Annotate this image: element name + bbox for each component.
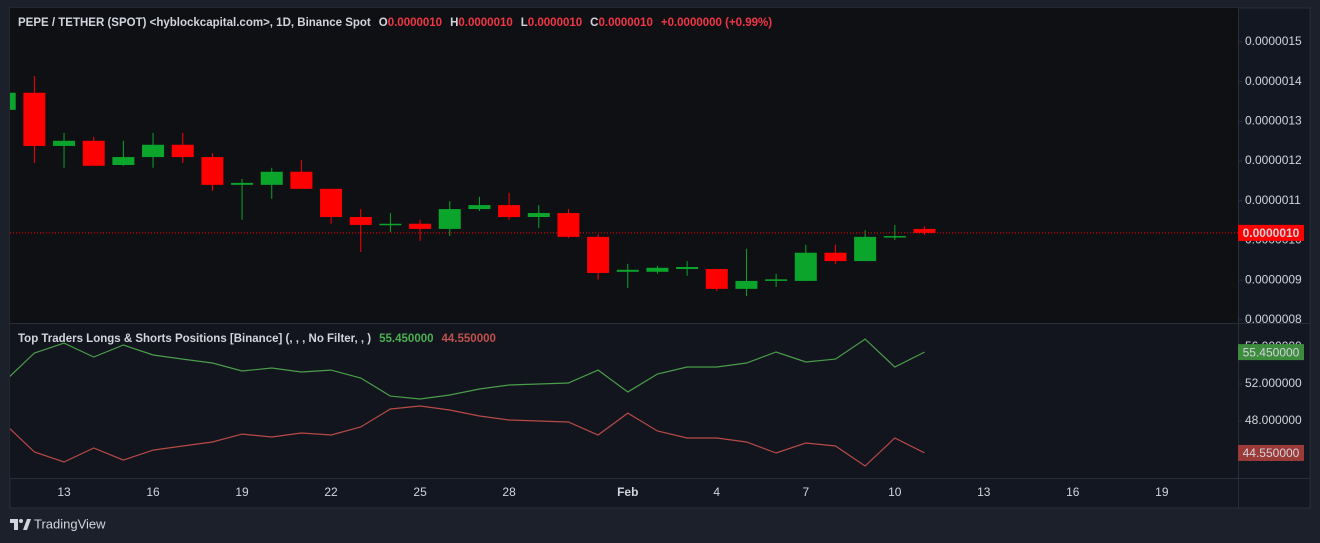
legend-value: 44.550000 bbox=[442, 333, 496, 345]
candle-body bbox=[171, 144, 194, 158]
x-tick-label: 19 bbox=[1155, 485, 1169, 499]
candle-body bbox=[913, 228, 936, 233]
ohlc-key: H bbox=[450, 17, 458, 29]
candle-body bbox=[231, 182, 254, 185]
x-tick-label: 16 bbox=[1066, 485, 1080, 499]
candle-body bbox=[260, 171, 283, 185]
price-tag-label: 0.0000010 bbox=[1243, 226, 1300, 240]
candle-body bbox=[676, 267, 699, 270]
indicator-title: Top Traders Longs & Shorts Positions [Bi… bbox=[18, 333, 371, 345]
y-tick-label: 0.0000009 bbox=[1245, 272, 1302, 286]
ohlc-key: L bbox=[521, 17, 528, 29]
y-tick-label: 0.0000015 bbox=[1245, 34, 1302, 48]
candle-body bbox=[854, 236, 877, 262]
candle-body bbox=[646, 267, 669, 272]
x-tick-label: 13 bbox=[57, 485, 71, 499]
candle-body bbox=[82, 140, 105, 166]
y-tick-label: 0.0000013 bbox=[1245, 114, 1302, 128]
candle-body bbox=[557, 213, 580, 237]
change: +0.0000000 (+0.99%) bbox=[661, 17, 772, 29]
candle-body bbox=[23, 92, 46, 146]
x-tick-label: 22 bbox=[324, 485, 338, 499]
ohlc-value: 0.0000010 bbox=[598, 17, 652, 29]
brand-logo bbox=[10, 519, 31, 530]
candle-body bbox=[498, 205, 521, 218]
logo-part bbox=[10, 519, 18, 530]
candle-body bbox=[201, 157, 224, 185]
candle-body bbox=[765, 279, 788, 281]
x-tick-label: 13 bbox=[977, 485, 991, 499]
y-tick-label: 0.0000014 bbox=[1245, 74, 1302, 88]
axes: 0.0000008 0.0000009 0.0000010 0.0000011 0.00… bbox=[57, 34, 1304, 499]
candle-body bbox=[824, 252, 847, 262]
candle-body bbox=[10, 92, 16, 110]
candle-body bbox=[379, 223, 402, 226]
x-tick-label: 7 bbox=[802, 485, 809, 499]
x-tick-label: 10 bbox=[888, 485, 902, 499]
candle-body bbox=[320, 188, 343, 218]
x-tick-label: 25 bbox=[413, 485, 427, 499]
candle-body bbox=[409, 223, 432, 229]
y-tick-label: 48.000000 bbox=[1245, 413, 1302, 427]
ohlc-key: O bbox=[379, 17, 388, 29]
candle-body bbox=[883, 236, 906, 238]
ohlc-key: C bbox=[590, 17, 598, 29]
x-tick-label: 19 bbox=[235, 485, 249, 499]
candle-body bbox=[349, 217, 372, 225]
x-tick-label: 28 bbox=[502, 485, 516, 499]
logo-part bbox=[19, 519, 23, 523]
indicator-line bbox=[10, 405, 925, 467]
candle-body bbox=[290, 171, 313, 189]
candle-body bbox=[142, 144, 165, 158]
legend-value: 55.450000 bbox=[379, 333, 433, 345]
price-tag bbox=[1238, 224, 1304, 241]
candle-body bbox=[112, 157, 135, 166]
price-pane bbox=[10, 8, 1238, 323]
candle-body bbox=[705, 269, 728, 289]
plot-area bbox=[10, 76, 1238, 467]
indicator-line bbox=[10, 338, 925, 400]
chart-header: PEPE / TETHER (SPOT) <hyblockcapital.com… bbox=[18, 17, 772, 29]
x-tick-label: 16 bbox=[146, 485, 160, 499]
logo-part bbox=[23, 519, 31, 530]
indicator-pane bbox=[10, 324, 1238, 478]
value-tag-label: 55.450000 bbox=[1243, 345, 1300, 359]
ohlc-value: 0.0000010 bbox=[388, 17, 442, 29]
ohlc-value: 0.0000010 bbox=[528, 17, 582, 29]
candle-body bbox=[527, 213, 550, 218]
value-tag bbox=[1238, 444, 1304, 461]
x-tick-label: 4 bbox=[713, 485, 720, 499]
brand-name: TradingView bbox=[34, 516, 106, 531]
indicator-header: Top Traders Longs & Shorts Positions [Bi… bbox=[18, 333, 496, 345]
candle-body bbox=[53, 140, 76, 146]
candle-body bbox=[616, 269, 639, 272]
candle-body bbox=[735, 280, 758, 289]
y-tick-label: 52.000000 bbox=[1245, 376, 1302, 390]
ohlc-value: 0.0000010 bbox=[458, 17, 512, 29]
y-tick-label: 0.0000008 bbox=[1245, 312, 1302, 326]
chart-title: PEPE / TETHER (SPOT) <hyblockcapital.com… bbox=[18, 17, 371, 29]
candle-body bbox=[587, 236, 610, 273]
value-tag bbox=[1238, 344, 1304, 361]
y-tick-label: 0.0000011 bbox=[1245, 193, 1301, 207]
x-tick-label: Feb bbox=[617, 485, 638, 499]
candle-body bbox=[468, 205, 491, 210]
y-tick-label: 0.0000012 bbox=[1245, 153, 1302, 167]
candle-body bbox=[438, 209, 461, 229]
candle-body bbox=[794, 252, 817, 281]
value-tag-label: 44.550000 bbox=[1243, 446, 1300, 460]
